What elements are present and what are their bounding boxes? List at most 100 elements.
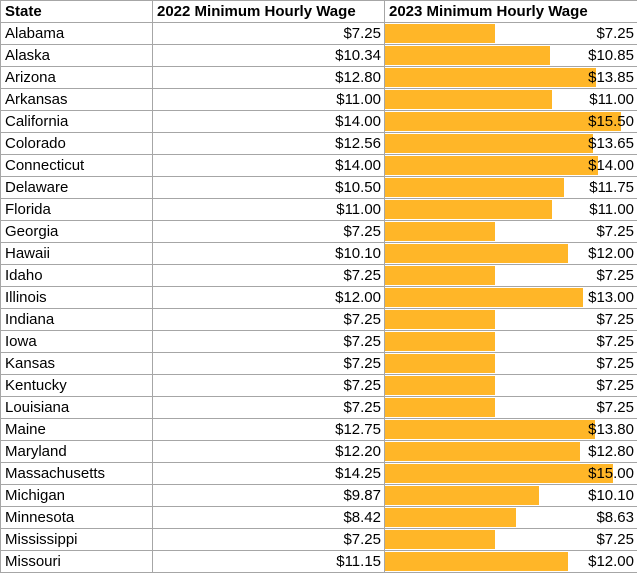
wage-2023-cell[interactable]: $15.50 (384, 110, 637, 133)
wage-2022-cell[interactable]: $7.25 (152, 308, 385, 331)
wage-2022-cell[interactable]: $7.25 (152, 220, 385, 243)
wage-2023-cell[interactable]: $15.00 (384, 462, 637, 485)
wage-2022-cell[interactable]: $10.34 (152, 44, 385, 67)
state-cell[interactable]: California (0, 110, 153, 133)
table-row: Connecticut $14.00 $14.00 (0, 154, 637, 177)
wage-2023-cell[interactable]: $10.85 (384, 44, 637, 67)
state-cell[interactable]: Kentucky (0, 374, 153, 397)
wage-2023-cell[interactable]: $14.00 (384, 154, 637, 177)
wage-2022-cell[interactable]: $11.00 (152, 198, 385, 221)
wage-2022-cell[interactable]: $12.56 (152, 132, 385, 155)
wage-2023-value: $7.25 (596, 311, 634, 328)
state-cell[interactable]: Missouri (0, 550, 153, 573)
wage-2022-cell[interactable]: $9.87 (152, 484, 385, 507)
wage-2022-cell[interactable]: $12.00 (152, 286, 385, 309)
wage-2023-cell[interactable]: $8.63 (384, 506, 637, 529)
data-bar (385, 376, 496, 395)
state-cell[interactable]: Kansas (0, 352, 153, 375)
data-bar (385, 332, 496, 351)
data-bar (385, 90, 553, 109)
table-row: Minnesota $8.42 $8.63 (0, 506, 637, 529)
wage-2023-cell[interactable]: $12.80 (384, 440, 637, 463)
wage-2022-cell[interactable]: $12.20 (152, 440, 385, 463)
state-cell[interactable]: Florida (0, 198, 153, 221)
data-bar (385, 222, 496, 241)
wage-2022-cell[interactable]: $12.80 (152, 66, 385, 89)
wage-2023-cell[interactable]: $12.00 (384, 550, 637, 573)
wage-2023-cell[interactable]: $7.25 (384, 22, 637, 45)
state-cell[interactable]: Alaska (0, 44, 153, 67)
state-cell[interactable]: Michigan (0, 484, 153, 507)
wage-2023-cell[interactable]: $10.10 (384, 484, 637, 507)
wage-2022-cell[interactable]: $11.00 (152, 88, 385, 111)
wage-2023-value: $11.00 (589, 201, 634, 218)
wage-2022-cell[interactable]: $14.00 (152, 110, 385, 133)
state-cell[interactable]: Arizona (0, 66, 153, 89)
state-cell[interactable]: Illinois (0, 286, 153, 309)
wage-2022-cell[interactable]: $7.25 (152, 528, 385, 551)
wage-2023-cell[interactable]: $7.25 (384, 220, 637, 243)
state-cell[interactable]: Maryland (0, 440, 153, 463)
state-cell[interactable]: Arkansas (0, 88, 153, 111)
wage-2023-cell[interactable]: $13.80 (384, 418, 637, 441)
wage-2023-cell[interactable]: $11.00 (384, 198, 637, 221)
state-cell[interactable]: Delaware (0, 176, 153, 199)
wage-2023-value: $7.25 (596, 25, 634, 42)
wage-2023-cell[interactable]: $7.25 (384, 308, 637, 331)
state-cell[interactable]: Minnesota (0, 506, 153, 529)
state-cell[interactable]: Colorado (0, 132, 153, 155)
wage-2022-cell[interactable]: $7.25 (152, 352, 385, 375)
wage-2022-cell[interactable]: $14.00 (152, 154, 385, 177)
state-cell[interactable]: Hawaii (0, 242, 153, 265)
wage-2023-value: $7.25 (596, 333, 634, 350)
state-cell[interactable]: Georgia (0, 220, 153, 243)
wage-2022-cell[interactable]: $11.15 (152, 550, 385, 573)
data-bar (385, 398, 496, 417)
wage-2022-cell[interactable]: $7.25 (152, 330, 385, 353)
wage-2022-cell[interactable]: $7.25 (152, 22, 385, 45)
wage-2023-cell[interactable]: $7.25 (384, 264, 637, 287)
wage-2023-cell[interactable]: $13.65 (384, 132, 637, 155)
wage-2022-cell[interactable]: $14.25 (152, 462, 385, 485)
wage-2023-value: $12.00 (588, 245, 634, 262)
wage-2023-cell[interactable]: $13.00 (384, 286, 637, 309)
wage-2022-cell[interactable]: $7.25 (152, 396, 385, 419)
column-header-2023-wage[interactable]: 2023 Minimum Hourly Wage (384, 0, 637, 23)
wage-2023-value: $7.25 (596, 223, 634, 240)
wage-2022-cell[interactable]: $7.25 (152, 374, 385, 397)
wage-2022-cell[interactable]: $12.75 (152, 418, 385, 441)
wage-2023-value: $13.80 (588, 421, 634, 438)
wage-2023-cell[interactable]: $11.00 (384, 88, 637, 111)
wage-2023-cell[interactable]: $7.25 (384, 374, 637, 397)
column-header-2022-wage[interactable]: 2022 Minimum Hourly Wage (152, 0, 385, 23)
wage-2022-cell[interactable]: $7.25 (152, 264, 385, 287)
wage-2022-cell[interactable]: $10.50 (152, 176, 385, 199)
column-header-state[interactable]: State (0, 0, 153, 23)
wage-2023-cell[interactable]: $7.25 (384, 330, 637, 353)
table-row: Idaho $7.25 $7.25 (0, 264, 637, 287)
wage-2023-cell[interactable]: $7.25 (384, 528, 637, 551)
wage-2023-value: $11.00 (589, 91, 634, 108)
state-cell[interactable]: Maine (0, 418, 153, 441)
state-cell[interactable]: Idaho (0, 264, 153, 287)
header-row: State 2022 Minimum Hourly Wage 2023 Mini… (0, 0, 637, 23)
wage-2023-cell[interactable]: $13.85 (384, 66, 637, 89)
state-cell[interactable]: Mississippi (0, 528, 153, 551)
table-row: Missouri $11.15 $12.00 (0, 550, 637, 573)
wage-2023-cell[interactable]: $7.25 (384, 396, 637, 419)
wage-2023-value: $15.50 (588, 113, 634, 130)
wage-2023-cell[interactable]: $12.00 (384, 242, 637, 265)
state-cell[interactable]: Connecticut (0, 154, 153, 177)
table-row: Florida $11.00 $11.00 (0, 198, 637, 221)
state-cell[interactable]: Massachusetts (0, 462, 153, 485)
state-cell[interactable]: Alabama (0, 22, 153, 45)
state-cell[interactable]: Indiana (0, 308, 153, 331)
state-cell[interactable]: Iowa (0, 330, 153, 353)
table-row: Maryland $12.20 $12.80 (0, 440, 637, 463)
wage-2022-cell[interactable]: $10.10 (152, 242, 385, 265)
wage-2023-cell[interactable]: $7.25 (384, 352, 637, 375)
table-row: Maine $12.75 $13.80 (0, 418, 637, 441)
wage-2023-cell[interactable]: $11.75 (384, 176, 637, 199)
wage-2022-cell[interactable]: $8.42 (152, 506, 385, 529)
state-cell[interactable]: Louisiana (0, 396, 153, 419)
